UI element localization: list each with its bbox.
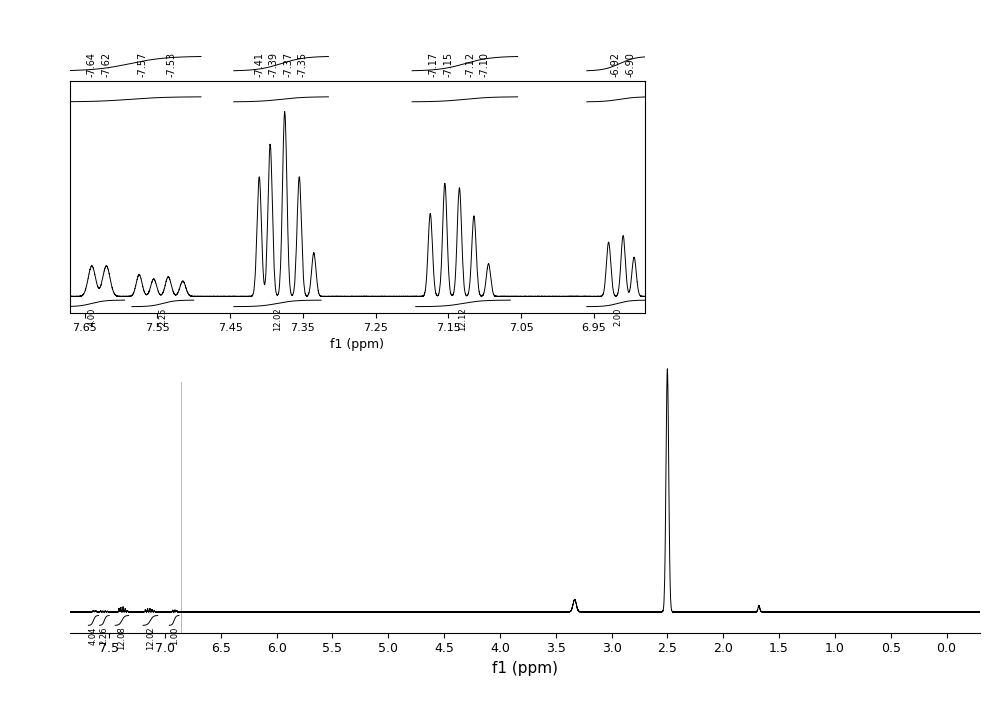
Text: -7.53: -7.53 (167, 52, 177, 77)
Text: 2.25: 2.25 (158, 307, 167, 325)
Text: -7.41: -7.41 (254, 52, 264, 77)
Text: 2.26: 2.26 (100, 626, 109, 645)
Text: 12.12: 12.12 (459, 307, 468, 331)
Text: 4.00: 4.00 (87, 307, 96, 325)
Text: -7.62: -7.62 (101, 52, 111, 77)
Text: -7.10: -7.10 (480, 52, 490, 77)
Text: 12.02: 12.02 (146, 626, 155, 650)
Text: 2.00: 2.00 (613, 307, 622, 325)
Text: -7.39: -7.39 (269, 52, 279, 77)
Text: 12.02: 12.02 (273, 307, 282, 331)
X-axis label: f1 (ppm): f1 (ppm) (492, 661, 558, 676)
Text: 12.08: 12.08 (117, 626, 126, 650)
Text: 4.04: 4.04 (89, 626, 98, 645)
Text: 1.00: 1.00 (170, 626, 179, 645)
Text: -7.15: -7.15 (443, 52, 453, 77)
X-axis label: f1 (ppm): f1 (ppm) (330, 338, 384, 351)
Text: -6.92: -6.92 (611, 52, 621, 77)
Text: -7.57: -7.57 (138, 52, 148, 77)
Text: -7.17: -7.17 (429, 52, 439, 77)
Text: -6.90: -6.90 (625, 53, 635, 77)
Text: -7.12: -7.12 (465, 52, 475, 77)
Text: -7.35: -7.35 (298, 52, 308, 77)
Text: -7.37: -7.37 (283, 52, 293, 77)
Text: -7.64: -7.64 (87, 52, 97, 77)
